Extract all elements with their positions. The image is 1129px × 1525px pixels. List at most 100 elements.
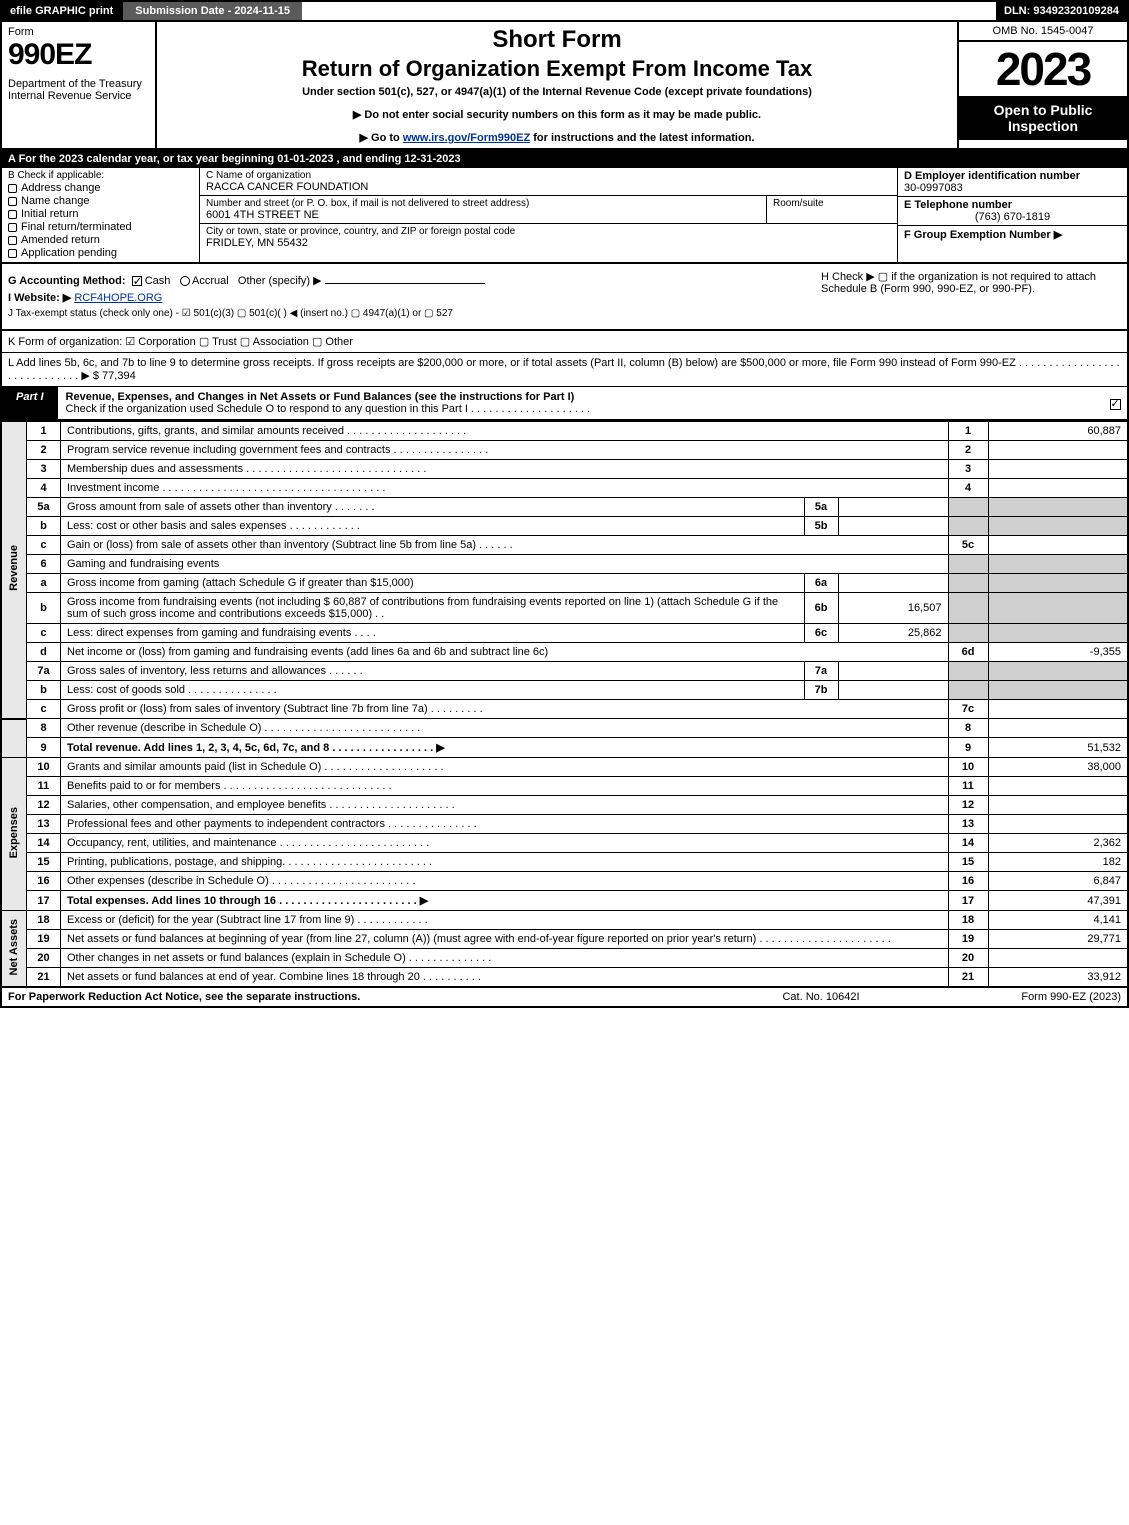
accounting-method: G Accounting Method: Cash Accrual Other … — [8, 274, 821, 287]
chk-address-change[interactable] — [8, 184, 17, 193]
l7a-d: Gross sales of inventory, less returns a… — [61, 662, 805, 681]
l13-amt — [988, 815, 1128, 834]
l7a-sv — [838, 662, 948, 681]
l10-rn: 10 — [948, 758, 988, 777]
l8-d: Other revenue (describe in Schedule O) .… — [61, 719, 949, 738]
l19-d: Net assets or fund balances at beginning… — [61, 930, 949, 949]
subtitle: Under section 501(c), 527, or 4947(a)(1)… — [165, 86, 949, 98]
l12-rn: 12 — [948, 796, 988, 815]
l8-n: 8 — [27, 719, 61, 738]
page-footer: For Paperwork Reduction Act Notice, see … — [0, 988, 1129, 1008]
l5a-sv — [838, 498, 948, 517]
l17-d: Total expenses. Add lines 10 through 16 … — [61, 891, 949, 911]
l1-d: Contributions, gifts, grants, and simila… — [61, 422, 949, 441]
b-label: B Check if applicable: — [8, 170, 193, 181]
irs-link[interactable]: www.irs.gov/Form990EZ — [403, 132, 530, 144]
chk-accrual[interactable] — [180, 276, 190, 286]
l20-rn: 20 — [948, 949, 988, 968]
d-label: D Employer identification number — [904, 170, 1121, 182]
l5c-d: Gain or (loss) from sale of assets other… — [61, 536, 949, 555]
l14-d: Occupancy, rent, utilities, and maintena… — [61, 834, 949, 853]
submission-date: Submission Date - 2024-11-15 — [121, 2, 302, 20]
l6c-sh2 — [988, 624, 1128, 643]
street-val: 6001 4TH STREET NE — [206, 209, 760, 221]
l12-amt — [988, 796, 1128, 815]
ssn-warning: ▶ Do not enter social security numbers o… — [165, 108, 949, 121]
l6d-d: Net income or (loss) from gaming and fun… — [61, 643, 949, 662]
part-i-title: Revenue, Expenses, and Changes in Net As… — [58, 387, 1103, 419]
l5b-sn: 5b — [804, 517, 838, 536]
l2-rn: 2 — [948, 441, 988, 460]
l11-n: 11 — [27, 777, 61, 796]
l11-rn: 11 — [948, 777, 988, 796]
room-label: Room/suite — [767, 196, 897, 223]
b-item-0: Address change — [21, 182, 101, 194]
chk-amended-return[interactable] — [8, 236, 17, 245]
l15-d: Printing, publications, postage, and shi… — [61, 853, 949, 872]
footer-right: Form 990-EZ (2023) — [921, 991, 1121, 1003]
l6b-n: b — [27, 593, 61, 624]
l6a-sh1 — [948, 574, 988, 593]
city-label: City or town, state or province, country… — [206, 226, 891, 237]
l1-n: 1 — [27, 422, 61, 441]
l19-rn: 19 — [948, 930, 988, 949]
part-i-header: Part I Revenue, Expenses, and Changes in… — [0, 387, 1129, 421]
chk-name-change[interactable] — [8, 197, 17, 206]
other-input[interactable] — [325, 283, 485, 284]
c-label: C Name of organization — [206, 170, 891, 181]
l19-n: 19 — [27, 930, 61, 949]
col-c: C Name of organization RACCA CANCER FOUN… — [200, 168, 897, 262]
l3-n: 3 — [27, 460, 61, 479]
goto-pre: ▶ Go to — [360, 132, 403, 144]
chk-application-pending[interactable] — [8, 249, 17, 258]
chk-final-return[interactable] — [8, 223, 17, 232]
l16-d: Other expenses (describe in Schedule O) … — [61, 872, 949, 891]
l6c-n: c — [27, 624, 61, 643]
col-b: B Check if applicable: Address change Na… — [2, 168, 200, 262]
l5a-sh1 — [948, 498, 988, 517]
efile-label[interactable]: efile GRAPHIC print — [2, 2, 121, 20]
city-val: FRIDLEY, MN 55432 — [206, 237, 891, 249]
l5a-d: Gross amount from sale of assets other t… — [61, 498, 805, 517]
l7b-d: Less: cost of goods sold . . . . . . . .… — [61, 681, 805, 700]
l6d-n: d — [27, 643, 61, 662]
org-name: RACCA CANCER FOUNDATION — [206, 181, 891, 193]
form-header: Form 990EZ Department of the Treasury In… — [0, 22, 1129, 150]
g-label: G Accounting Method: — [8, 275, 126, 287]
l7b-sv — [838, 681, 948, 700]
l17-rn: 17 — [948, 891, 988, 911]
header-center: Short Form Return of Organization Exempt… — [157, 22, 957, 148]
website-link[interactable]: RCF4HOPE.ORG — [74, 292, 162, 304]
h-note: H Check ▶ ▢ if the organization is not r… — [821, 270, 1121, 323]
row-l: L Add lines 5b, 6c, and 7b to line 9 to … — [0, 353, 1129, 387]
l21-rn: 21 — [948, 968, 988, 988]
l7c-rn: 7c — [948, 700, 988, 719]
l7c-d: Gross profit or (loss) from sales of inv… — [61, 700, 949, 719]
cash: Cash — [145, 275, 171, 287]
l16-rn: 16 — [948, 872, 988, 891]
l6b-sh1 — [948, 593, 988, 624]
chk-initial-return[interactable] — [8, 210, 17, 219]
l20-n: 20 — [27, 949, 61, 968]
side-expenses: Expenses — [8, 807, 20, 858]
l7b-sh2 — [988, 681, 1128, 700]
header-left: Form 990EZ Department of the Treasury In… — [2, 22, 157, 148]
l9-amt: 51,532 — [988, 738, 1128, 758]
l21-d: Net assets or fund balances at end of ye… — [61, 968, 949, 988]
short-form-title: Short Form — [165, 26, 949, 54]
l10-amt: 38,000 — [988, 758, 1128, 777]
section-bcd: B Check if applicable: Address change Na… — [0, 168, 1129, 264]
l15-rn: 15 — [948, 853, 988, 872]
l6a-sn: 6a — [804, 574, 838, 593]
f-label: F Group Exemption Number ▶ — [904, 229, 1062, 241]
omb-number: OMB No. 1545-0047 — [959, 22, 1127, 42]
l3-amt — [988, 460, 1128, 479]
l2-n: 2 — [27, 441, 61, 460]
chk-cash[interactable] — [132, 276, 142, 286]
l11-d: Benefits paid to or for members . . . . … — [61, 777, 949, 796]
l6-n: 6 — [27, 555, 61, 574]
part-i-check[interactable] — [1110, 399, 1121, 410]
l7b-n: b — [27, 681, 61, 700]
form-number: 990EZ — [8, 38, 149, 72]
form-word: Form — [8, 26, 149, 38]
